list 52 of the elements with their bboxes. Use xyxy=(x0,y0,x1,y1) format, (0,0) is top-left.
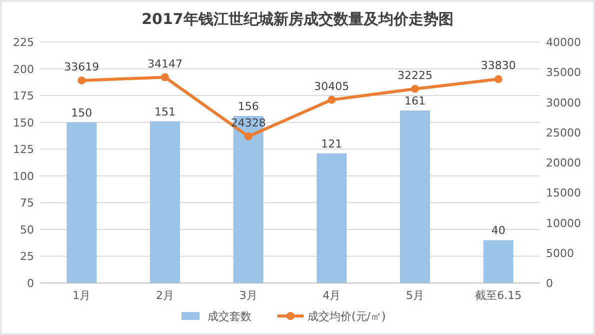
x-tick-label: 3月 xyxy=(239,289,258,302)
y-tick-label: 175 xyxy=(13,90,34,103)
bar xyxy=(66,122,97,283)
chart-title: 2017年钱江世纪城新房成交数量及均价走势图 xyxy=(142,10,454,28)
y-tick-label: 75 xyxy=(20,196,34,210)
data-label: 121 xyxy=(321,137,342,150)
data-label: 150 xyxy=(71,106,92,120)
y-tick-label: 225 xyxy=(13,36,34,49)
bar xyxy=(150,121,180,283)
y2-tick-label: 35000 xyxy=(546,66,581,80)
data-label: 40 xyxy=(491,224,506,238)
x-tick-label: 5月 xyxy=(406,289,424,302)
y2-tick-label: 0 xyxy=(546,277,553,290)
y2-tick-label: 5000 xyxy=(546,246,574,260)
data-label: 151 xyxy=(154,105,176,118)
bar xyxy=(400,110,430,283)
data-label: 30405 xyxy=(314,80,350,93)
y2-tick-label: 40000 xyxy=(546,36,581,49)
y-tick-label: 100 xyxy=(13,170,34,183)
y2-tick-label: 15000 xyxy=(546,186,581,200)
data-label: 24328 xyxy=(230,116,266,130)
point xyxy=(494,75,502,84)
y-tick-label: 200 xyxy=(13,62,34,76)
y2-tick-label: 10000 xyxy=(546,216,581,230)
y-tick-label: 125 xyxy=(13,143,34,156)
point xyxy=(328,96,336,104)
data-label: 34147 xyxy=(148,57,182,70)
x-tick-label: 1月 xyxy=(72,289,91,302)
data-label: 156 xyxy=(238,100,259,113)
legend-label: 成交套数 xyxy=(208,310,252,323)
point xyxy=(244,132,252,140)
legend-label: 成交均价(元/㎡) xyxy=(308,310,386,323)
bar xyxy=(233,116,264,283)
x-tick-label: 截至6.15 xyxy=(475,289,522,302)
point xyxy=(411,84,419,93)
y-tick-label: 50 xyxy=(20,223,34,236)
x-tick-label: 4月 xyxy=(322,289,341,302)
data-label: 32225 xyxy=(398,68,432,82)
bar xyxy=(483,240,514,283)
y-tick-label: 150 xyxy=(13,116,34,130)
x-tick-label: 2月 xyxy=(156,289,174,302)
y2-tick-label: 25000 xyxy=(546,126,581,140)
point xyxy=(78,76,86,84)
y2-tick-label: 30000 xyxy=(546,96,581,110)
data-label: 161 xyxy=(404,94,426,108)
point xyxy=(161,73,169,82)
y-tick-label: 25 xyxy=(20,250,34,264)
data-label: 33830 xyxy=(480,59,516,72)
data-label: 33619 xyxy=(64,60,100,74)
bar xyxy=(316,153,347,283)
y-tick-label: 0 xyxy=(27,277,34,290)
y2-tick-label: 20000 xyxy=(546,156,581,170)
